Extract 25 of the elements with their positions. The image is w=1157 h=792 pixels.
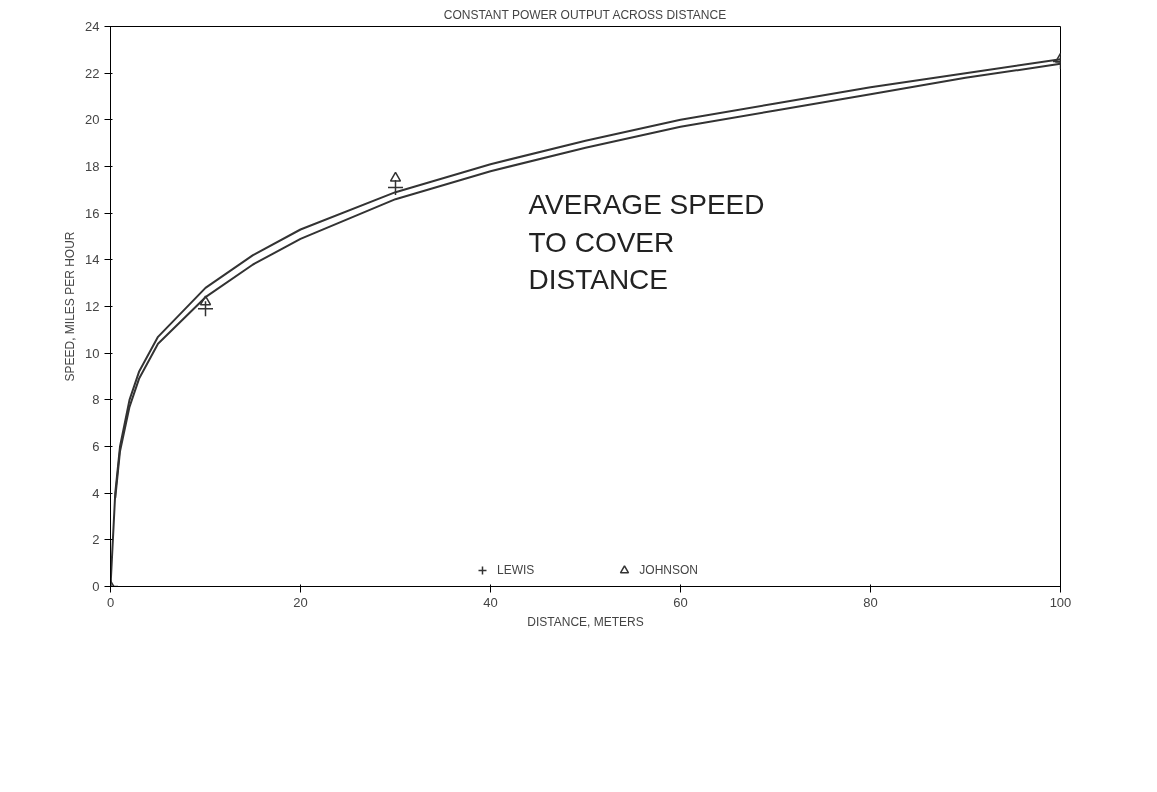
x-tick-label: 80 xyxy=(863,594,878,610)
y-tick-label: 20 xyxy=(85,112,100,128)
x-tick-label: 20 xyxy=(293,594,308,610)
x-tick-label: 0 xyxy=(106,594,115,610)
y-tick-label: 22 xyxy=(85,65,100,81)
y-tick-label: 14 xyxy=(85,252,100,268)
y-tick-label: 12 xyxy=(85,299,100,314)
y-tick-label: 10 xyxy=(85,345,100,361)
annotation: AVERAGE SPEED TO COVER DISTANCE xyxy=(528,189,765,295)
chart-title: CONSTANT POWER OUTPUT ACROSS DISTANCE xyxy=(443,7,727,22)
y-tick-label: 0 xyxy=(92,579,100,594)
y-tick-label: 24 xyxy=(85,19,100,34)
y-tick-label: 16 xyxy=(85,205,100,221)
y-tick-label: 6 xyxy=(92,439,100,454)
y-tick-label: 18 xyxy=(85,159,100,174)
x-tick-label: 60 xyxy=(673,594,688,610)
x-tick-label: 100 xyxy=(1049,594,1072,610)
x-axis-title: DISTANCE, METERS xyxy=(527,614,644,629)
legend-label: LEWIS xyxy=(496,563,535,577)
y-tick-label: 4 xyxy=(92,485,100,501)
x-tick-label: 40 xyxy=(483,594,498,610)
y-tick-label: 8 xyxy=(92,392,100,408)
legend-label: JOHNSON xyxy=(639,563,699,577)
y-axis-title: SPEED, MILES PER HOUR xyxy=(63,231,78,382)
y-tick-label: 2 xyxy=(92,532,100,548)
